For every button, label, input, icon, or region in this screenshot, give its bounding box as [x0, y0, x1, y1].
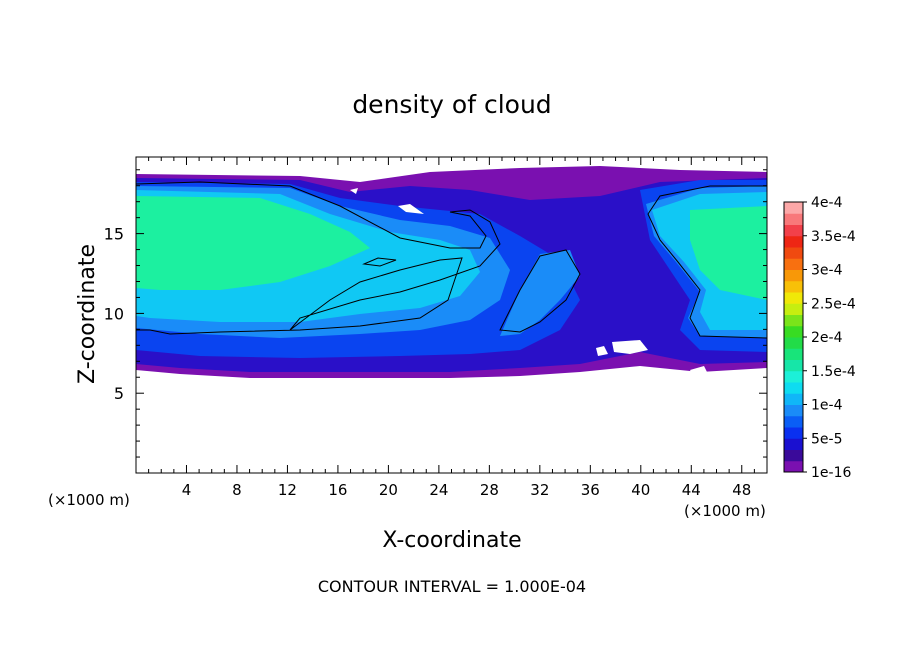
- x-tick-label: 24: [429, 481, 448, 499]
- x-tick-labels: 4 8 12 16 20 24 28 32 36 40 44 48: [182, 481, 752, 499]
- colorbar-label: 5e-5: [811, 431, 842, 447]
- colorbar-swatch: [784, 235, 803, 248]
- colorbar-swatch: [784, 224, 803, 237]
- y-axis-unit: (×1000 m): [48, 491, 130, 509]
- x-tick-label: 36: [581, 481, 600, 499]
- y-tick-label: 5: [114, 384, 124, 403]
- colorbar-swatch: [784, 438, 803, 450]
- colorbar-swatch: [784, 325, 803, 338]
- contour-line: [647, 185, 768, 339]
- colorbar-swatch: [784, 449, 803, 462]
- colorbar-swatch: [784, 314, 803, 327]
- colorbar: [783, 201, 807, 473]
- x-tick-label: 40: [631, 481, 650, 499]
- colorbar-swatch: [784, 337, 803, 349]
- colorbar-swatch: [784, 280, 803, 293]
- colorbar-label: 1e-4: [811, 398, 843, 414]
- x-tick-label: 16: [328, 481, 347, 499]
- x-tick-label: 44: [682, 481, 701, 499]
- colorbar-label: 2.5e-4: [811, 296, 856, 312]
- colorbar-swatch: [784, 359, 803, 372]
- y-axis-title: Z-coordinate: [75, 244, 100, 384]
- colorbar-swatch: [784, 247, 803, 259]
- cloud-core-green: [136, 196, 370, 290]
- x-tick-label: 12: [278, 481, 297, 499]
- colorbar-swatch: [784, 292, 803, 304]
- colorbar-swatch: [784, 258, 803, 270]
- chart-title: density of cloud: [352, 90, 551, 119]
- x-tick-label: 20: [379, 481, 398, 499]
- colorbar-labels: 1e-16 5e-5 1e-4 1.5e-4 2e-4 2.5e-4 3e-4 3.5e-4 4…: [811, 195, 856, 481]
- colorbar-label: 3e-4: [811, 263, 843, 279]
- cloud-core-green-right: [690, 206, 767, 300]
- colorbar-swatch: [784, 404, 803, 417]
- colorbar-label: 2e-4: [811, 330, 843, 346]
- colorbar-label: 1e-16: [811, 465, 851, 481]
- colorbar-swatch: [784, 202, 803, 214]
- contour-line: [499, 249, 581, 333]
- x-minor-ticks: [148, 157, 755, 473]
- x-axis-unit: (×1000 m): [684, 502, 766, 520]
- y-minor-ticks: [136, 169, 767, 458]
- colorbar-swatch: [784, 370, 803, 383]
- colorbar-label: 3.5e-4: [811, 229, 856, 245]
- colorbar-label: 4e-4: [811, 195, 843, 211]
- data-gaps: [350, 188, 708, 374]
- x-tick-label: 4: [182, 481, 192, 499]
- colorbar-swatch: [784, 427, 803, 439]
- y-tick-labels: 5 10 15: [104, 225, 124, 404]
- y-tick-label: 15: [104, 225, 124, 244]
- cloud-density-field: [135, 166, 768, 378]
- colorbar-swatch: [784, 348, 803, 360]
- colorbar-label: 1.5e-4: [811, 364, 856, 380]
- colorbar-swatch: [784, 213, 803, 225]
- colorbar-swatch: [784, 460, 803, 473]
- plot-area: [135, 156, 768, 474]
- y-tick-label: 10: [104, 304, 124, 323]
- x-tick-label: 32: [530, 481, 549, 499]
- x-tick-label: 48: [732, 481, 751, 499]
- colorbar-swatch: [784, 269, 803, 282]
- colorbar-swatch: [784, 393, 803, 405]
- contour-interval-note: CONTOUR INTERVAL = 1.000E-04: [318, 577, 586, 596]
- colorbar-swatch: [784, 382, 803, 394]
- x-tick-label: 28: [480, 481, 499, 499]
- cloud-band-light-blue-swirl: [500, 250, 580, 336]
- x-tick-label: 8: [232, 481, 242, 499]
- contour-line: [362, 257, 397, 267]
- colorbar-swatch: [784, 303, 803, 315]
- x-axis-title: X-coordinate: [382, 528, 521, 553]
- colorbar-swatch: [784, 415, 803, 428]
- contour-line: [135, 181, 501, 335]
